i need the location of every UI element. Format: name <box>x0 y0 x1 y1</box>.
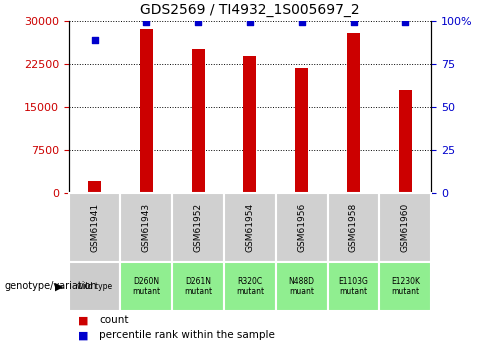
Text: R320C
mutant: R320C mutant <box>236 277 264 296</box>
Point <box>246 20 254 25</box>
Point <box>298 20 306 25</box>
Text: ■: ■ <box>78 331 89 340</box>
Bar <box>88 180 101 193</box>
Bar <box>379 193 431 262</box>
Bar <box>224 262 276 310</box>
Text: genotype/variation: genotype/variation <box>5 282 98 291</box>
Text: GSM61952: GSM61952 <box>194 203 202 252</box>
Text: ■: ■ <box>78 315 89 325</box>
Bar <box>224 193 276 262</box>
Bar <box>276 193 328 262</box>
Bar <box>295 68 308 193</box>
Text: E1230K
mutant: E1230K mutant <box>391 277 420 296</box>
Bar <box>379 262 431 310</box>
Text: count: count <box>99 315 128 325</box>
Bar <box>140 29 153 193</box>
Text: GSM61960: GSM61960 <box>401 203 410 252</box>
Text: E1103G
mutant: E1103G mutant <box>339 277 368 296</box>
Point <box>143 20 150 25</box>
Bar <box>172 193 224 262</box>
Bar <box>121 262 172 310</box>
Text: GSM61956: GSM61956 <box>297 203 306 252</box>
Bar <box>69 193 121 262</box>
Bar <box>172 262 224 310</box>
Bar <box>244 56 256 193</box>
Point <box>401 20 409 25</box>
Text: wild type: wild type <box>77 282 112 291</box>
Text: GSM61954: GSM61954 <box>245 203 254 252</box>
Bar <box>328 262 379 310</box>
Bar <box>121 193 172 262</box>
Bar <box>276 262 328 310</box>
Point <box>91 37 98 42</box>
Text: GSM61943: GSM61943 <box>142 203 151 252</box>
Bar <box>69 262 121 310</box>
Text: N488D
muant: N488D muant <box>289 277 315 296</box>
Bar <box>328 193 379 262</box>
Text: GSM61941: GSM61941 <box>90 203 99 252</box>
Title: GDS2569 / TI4932_1S005697_2: GDS2569 / TI4932_1S005697_2 <box>140 3 360 17</box>
Text: D261N
mutant: D261N mutant <box>184 277 212 296</box>
Bar <box>347 33 360 193</box>
Bar <box>399 90 412 193</box>
Text: ▶: ▶ <box>55 282 64 291</box>
Text: percentile rank within the sample: percentile rank within the sample <box>99 331 275 340</box>
Point <box>349 20 357 25</box>
Point <box>194 20 202 25</box>
Text: GSM61958: GSM61958 <box>349 203 358 252</box>
Bar <box>192 49 204 193</box>
Text: D260N
mutant: D260N mutant <box>132 277 160 296</box>
